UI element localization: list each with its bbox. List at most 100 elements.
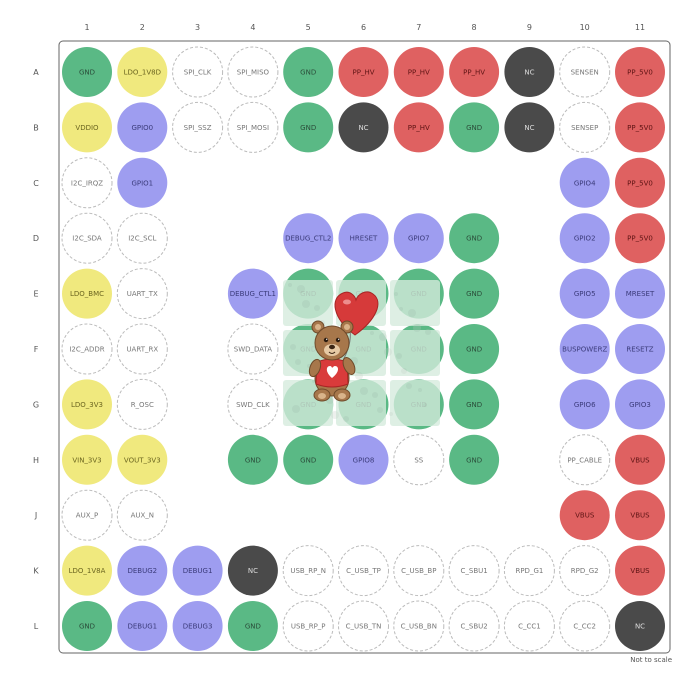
pin-pad [172,601,223,651]
pin-pad [62,545,112,596]
pin-A6: PP_HV [338,47,389,97]
pin-G8: GND [449,379,500,430]
pin-L10: C_CC2 [559,600,611,652]
overlay-dot [290,344,296,350]
pin-F10: BUSPOWERZ [559,324,610,374]
pin-F2: UART_RX [116,323,168,375]
pin-pad [61,323,113,375]
pin-L6: C_USB_TN [338,600,389,652]
pin-label: AUX_P [76,512,98,520]
pin-label: PP_HV [353,69,375,77]
overlay-tile [390,380,440,426]
pin-pad [503,545,555,597]
pin-L5: USB_RP_P [282,600,334,652]
pin-label: GPIO2 [574,235,596,243]
pin-pad [338,600,389,652]
row-label: D [33,234,39,243]
pin-pad [61,157,113,209]
row-label: B [33,123,39,132]
pin-pad [227,378,279,430]
pin-pad [559,157,610,208]
pin-label: DEBUG1 [183,567,213,575]
column-label: 9 [527,23,532,32]
pin-pad [393,213,444,264]
pin-pad [282,600,334,652]
pin-pad [615,545,665,596]
pin-label: PP_5V0 [627,179,653,187]
pin-pad [338,213,389,264]
pin-pad [393,434,445,486]
overlay-dot [372,392,378,398]
pin-pad [116,268,168,320]
pin-label: GND [466,290,482,298]
pin-A9: NC [504,47,555,97]
pin-pad [283,102,334,153]
pin-G1: LDO_3V3 [62,379,112,430]
pin-pad [117,601,168,651]
package-outline [58,40,671,654]
pin-label: GND [300,124,316,132]
pin-C1: I2C_IRQZ [61,157,113,209]
pin-K2: DEBUG2 [117,545,168,596]
pin-label: DEBUG1 [127,623,157,631]
column-label: 8 [472,23,477,32]
row-labels: A B C D E F G H J K L [33,68,39,631]
overlay-dot [343,416,349,422]
pin-label: I2C_ADDR [69,346,104,354]
pin-D8: GND [449,213,500,264]
row-label: F [34,345,39,354]
pin-C10: GPIO4 [559,157,610,208]
pin-label: GND [466,346,482,354]
pin-D1: I2C_SDA [61,212,113,264]
pin-K6: C_USB_TP [338,545,389,597]
pin-label: NC [248,567,258,575]
pin-L8: C_SBU2 [448,600,500,652]
pin-H11: VBUS [615,434,665,485]
pin-pad [227,323,279,375]
pin-G10: GPIO6 [559,379,610,430]
overlay-dot [302,300,310,308]
overlay-dot [297,285,305,293]
pin-label: SPI_MOSI [237,124,269,132]
pin-label: BUSPOWERZ [562,346,607,354]
overlay-dot [295,359,301,365]
pin-pad [504,47,555,97]
pin-label: LDO_1V8D [124,69,161,77]
pin-pad [227,545,278,596]
pin-pad [172,545,223,596]
pin-label: I2C_SDA [72,235,102,243]
overlay-dot [399,307,403,311]
pin-B8: GND [449,102,500,153]
pin-E11: MRESET [615,268,665,319]
pin-label: MRESET [626,290,655,298]
pin-label: DEBUG_CTL1 [230,290,276,298]
pin-label: AUX_N [131,512,154,520]
pin-pad [62,102,112,153]
column-label: 10 [580,23,590,32]
pin-H2: VOUT_3V3 [117,434,168,485]
pin-K8: C_SBU1 [448,545,500,597]
pin-J1: AUX_P [61,489,113,541]
pin-pad [62,268,112,319]
pin-label: C_CC1 [518,623,541,631]
row-label: L [34,622,39,631]
row-label: H [33,456,39,465]
pin-pad [117,545,168,596]
overlay-tile [283,280,333,326]
pin-label: NC [524,69,534,77]
pin-pad [448,600,500,652]
pin-pad [615,434,665,485]
pin-A5: GND [283,47,334,97]
pin-grid: GND LDO_1V8D SPI_CLK SPI_MISO GND PP_HV PP_HV P… [61,46,665,652]
pin-A11: PP_5V0 [615,47,665,97]
overlay-dot [408,309,416,317]
pin-H6: GPIO8 [338,434,389,485]
pin-label: SENSEN [571,69,599,77]
pin-label: LDO_1V8A [69,567,106,575]
pin-label: PP_5V0 [627,69,653,77]
pin-A2: LDO_1V8D [117,47,168,97]
pin-label: GND [466,401,482,409]
row-label: K [33,567,39,576]
pin-label: VBUS [630,512,650,520]
pin-label: GND [300,456,316,464]
